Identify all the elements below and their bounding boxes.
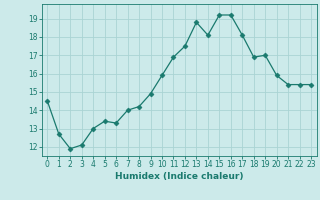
X-axis label: Humidex (Indice chaleur): Humidex (Indice chaleur): [115, 172, 244, 181]
